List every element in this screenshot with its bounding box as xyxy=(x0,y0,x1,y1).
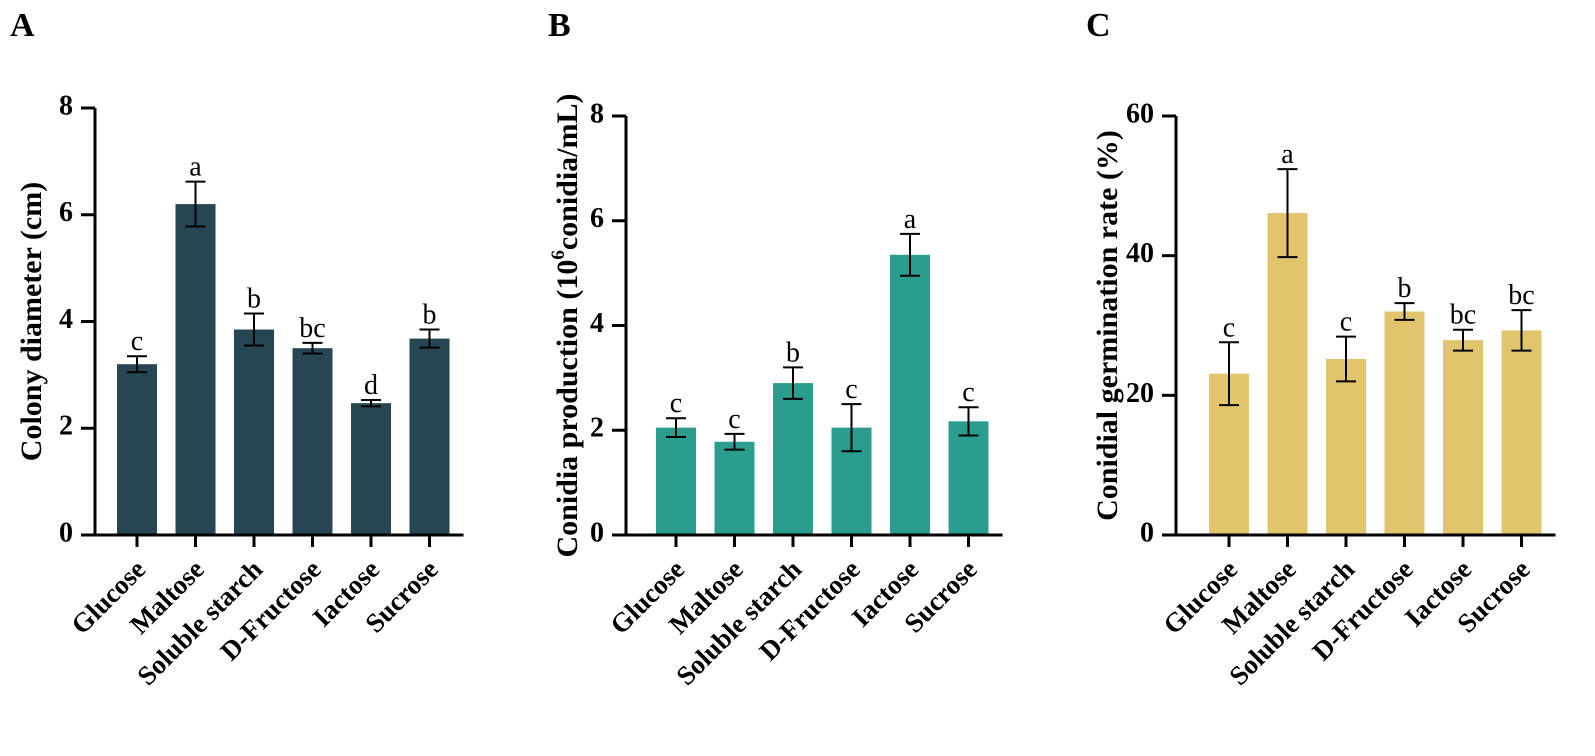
bar-glucose xyxy=(656,427,696,535)
error-bar xyxy=(1394,302,1415,321)
error-bar xyxy=(1277,168,1298,259)
error-bar xyxy=(724,432,745,451)
y-tick-label: 8 xyxy=(59,90,73,121)
error-bar xyxy=(783,366,803,400)
y-tick-label: 60 xyxy=(1126,98,1154,129)
significance-letter: d xyxy=(364,370,378,401)
bar-maltose xyxy=(714,441,755,535)
y-axis-label: Conidia production (106conidia/mL) xyxy=(548,93,584,557)
y-tick-label: 6 xyxy=(59,197,73,228)
significance-letter: c xyxy=(728,404,740,435)
error-bar xyxy=(666,417,686,439)
significance-letter: bc xyxy=(1450,300,1476,331)
significance-letter: a xyxy=(189,152,202,183)
bar-sucrose xyxy=(1501,330,1542,535)
y-tick-label: 6 xyxy=(590,203,604,234)
bar-soluble-starch xyxy=(1326,359,1366,535)
y-tick-label: 2 xyxy=(590,413,604,444)
y-tick-label: 40 xyxy=(1126,238,1154,269)
significance-letter: c xyxy=(1340,307,1352,338)
bar-sucrose xyxy=(409,338,450,535)
error-bar xyxy=(1453,328,1473,352)
error-bar xyxy=(361,398,381,408)
bar-glucose xyxy=(117,364,157,535)
bar-soluble-starch xyxy=(773,383,813,535)
y-axis-label: Conidial germination rate (%) xyxy=(1091,130,1124,521)
y-tick-label: 4 xyxy=(59,304,73,335)
error-bar xyxy=(419,328,440,349)
bar-soluble-starch xyxy=(234,329,274,535)
significance-letter: c xyxy=(845,374,857,405)
error-bar xyxy=(1511,309,1532,352)
y-tick-label: 2 xyxy=(59,411,73,442)
y-tick-label: 20 xyxy=(1126,378,1154,409)
error-bar xyxy=(841,403,862,453)
significance-letter: b xyxy=(423,300,437,331)
significance-letter: a xyxy=(1281,139,1294,170)
panel-letter: C xyxy=(1086,7,1111,44)
bar-d-fructose xyxy=(292,348,333,535)
significance-letter: c xyxy=(131,326,143,357)
significance-letter: a xyxy=(904,204,917,235)
error-bar xyxy=(958,406,979,437)
bar-iactose xyxy=(890,254,930,535)
significance-letter: bc xyxy=(1508,280,1534,311)
significance-letter: c xyxy=(670,388,682,419)
error-bar xyxy=(1336,335,1356,383)
bar-d-fructose xyxy=(1384,311,1425,535)
y-axis-label: Colony diameter (cm) xyxy=(15,182,48,461)
error-bar xyxy=(302,341,323,355)
y-tick-label: 8 xyxy=(590,98,604,129)
bar-iactose xyxy=(351,403,391,535)
error-bar xyxy=(244,312,264,347)
significance-letter: c xyxy=(1223,312,1235,343)
significance-letter: b xyxy=(786,337,800,368)
significance-letter: b xyxy=(247,283,261,314)
significance-letter: b xyxy=(1398,273,1412,304)
y-tick-label: 0 xyxy=(1140,517,1154,548)
error-bar xyxy=(185,180,206,228)
error-bar xyxy=(900,232,920,277)
chart-panel-b: B Conidia production (106conidia/mL)0 2 4 6 8… xyxy=(548,7,1003,691)
panel-letter: A xyxy=(10,7,35,44)
significance-letter: c xyxy=(962,377,974,408)
error-bar xyxy=(127,355,147,374)
y-tick-label: 0 xyxy=(59,517,73,548)
y-tick-label: 0 xyxy=(590,517,604,548)
significance-letter: bc xyxy=(299,313,325,344)
bar-maltose xyxy=(175,204,216,535)
bar-iactose xyxy=(1443,340,1483,535)
panel-letter: B xyxy=(548,7,571,44)
y-tick-label: 4 xyxy=(590,308,604,339)
error-bar xyxy=(1219,341,1239,407)
bar-maltose xyxy=(1267,213,1308,535)
bar-sucrose xyxy=(948,421,989,535)
